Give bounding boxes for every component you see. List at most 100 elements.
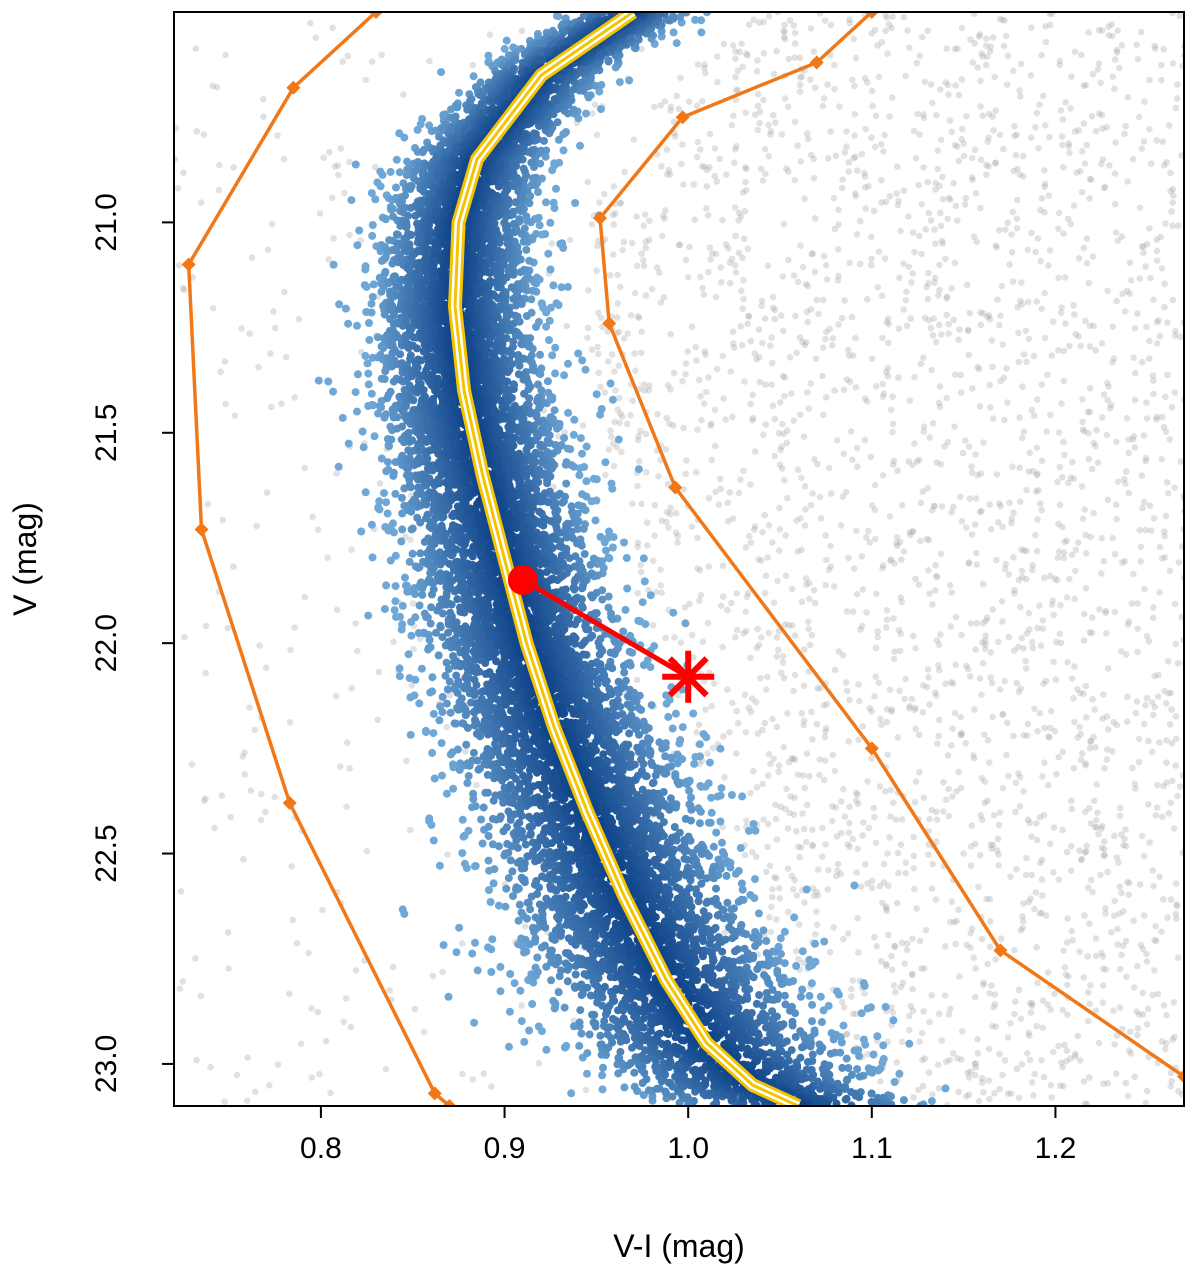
field-star-point <box>341 189 348 197</box>
field-star-point <box>1019 573 1026 581</box>
field-star-point <box>975 883 982 891</box>
field-star-point <box>1175 222 1182 229</box>
field-star-point <box>374 716 382 724</box>
field-star-point <box>841 149 849 156</box>
field-star-point <box>852 789 860 796</box>
field-star-point <box>389 963 397 971</box>
field-star-point <box>1059 473 1066 481</box>
field-star-point <box>986 381 994 389</box>
field-star-point <box>1152 812 1160 819</box>
field-star-point <box>945 321 952 328</box>
field-star-point <box>1110 718 1118 726</box>
field-star-point <box>967 862 975 869</box>
field-star-point <box>768 903 775 911</box>
field-star-point <box>719 216 726 224</box>
member-star-point <box>838 1063 847 1072</box>
field-star-point <box>1068 927 1075 935</box>
field-star-point <box>211 824 218 832</box>
field-star-point <box>765 152 772 160</box>
field-star-point <box>1124 1092 1132 1100</box>
field-star-point <box>792 40 799 47</box>
member-star-point <box>731 869 740 878</box>
member-star-point <box>647 701 656 710</box>
member-star-point <box>384 458 392 467</box>
field-star-point <box>970 752 977 759</box>
member-star-point <box>776 934 785 943</box>
field-star-point <box>694 61 702 68</box>
member-star-point <box>543 436 552 445</box>
field-star-point <box>915 731 923 739</box>
field-star-point <box>1015 329 1022 337</box>
field-star-point <box>1033 298 1040 305</box>
field-star-point <box>731 159 738 167</box>
field-star-point <box>1104 868 1111 876</box>
field-star-point <box>658 517 666 525</box>
field-star-point <box>813 296 821 304</box>
field-star-point <box>930 503 938 510</box>
member-star-point <box>675 739 684 748</box>
field-star-point <box>1041 167 1048 174</box>
field-star-point <box>1018 634 1026 642</box>
field-star-point <box>928 992 935 999</box>
field-star-point <box>1108 32 1116 40</box>
field-star-point <box>938 237 946 245</box>
field-star-point <box>594 343 601 351</box>
field-star-point <box>1092 935 1100 942</box>
field-star-point <box>732 269 740 276</box>
field-star-point <box>1071 311 1078 318</box>
field-star-point <box>680 181 687 188</box>
field-star-point <box>955 336 962 344</box>
field-star-point <box>1078 855 1086 863</box>
field-star-point <box>588 221 596 228</box>
field-star-point <box>1042 677 1050 685</box>
field-star-point <box>400 91 407 98</box>
field-star-point <box>790 687 797 695</box>
field-star-point <box>1077 342 1084 350</box>
field-star-point <box>762 381 769 389</box>
field-star-point <box>781 374 788 381</box>
member-star-point <box>826 1049 835 1058</box>
field-star-point <box>1010 732 1017 740</box>
field-star-point <box>1116 883 1123 890</box>
field-star-point <box>1058 141 1066 149</box>
field-star-point <box>638 250 645 257</box>
member-star-point <box>608 484 617 493</box>
field-star-point <box>702 351 709 358</box>
field-star-point <box>764 772 772 779</box>
member-star-point <box>484 822 493 831</box>
member-star-point <box>596 532 605 541</box>
member-star-point <box>571 199 580 207</box>
field-star-point <box>1150 711 1157 719</box>
field-star-point <box>1123 287 1131 295</box>
field-star-point <box>1157 233 1164 241</box>
field-star-point <box>1116 64 1123 72</box>
field-star-point <box>1028 1079 1036 1086</box>
member-star-point <box>699 730 708 739</box>
member-star-point <box>578 449 586 458</box>
field-star-point <box>1068 805 1076 813</box>
field-star-point <box>756 119 763 127</box>
field-star-point <box>429 972 437 980</box>
member-star-point <box>357 527 366 536</box>
field-star-point <box>1125 489 1133 497</box>
field-star-point <box>924 666 932 673</box>
field-star-point <box>1127 277 1135 284</box>
field-star-point <box>701 64 708 72</box>
field-star-point <box>770 755 777 763</box>
field-star-point <box>1034 979 1041 987</box>
member-star-point <box>544 249 553 258</box>
member-star-point <box>551 369 560 378</box>
field-star-point <box>924 27 931 34</box>
member-star-point <box>788 1021 797 1030</box>
field-star-point <box>926 1018 933 1026</box>
field-star-point <box>207 1063 214 1071</box>
field-star-point <box>779 659 787 666</box>
field-star-point <box>859 723 867 730</box>
field-star-point <box>788 585 796 593</box>
field-star-point <box>974 1036 981 1043</box>
field-star-point <box>912 778 920 785</box>
field-star-point <box>641 387 648 394</box>
field-star-point <box>609 211 617 219</box>
field-star-point <box>942 680 949 687</box>
field-star-point <box>672 509 680 517</box>
